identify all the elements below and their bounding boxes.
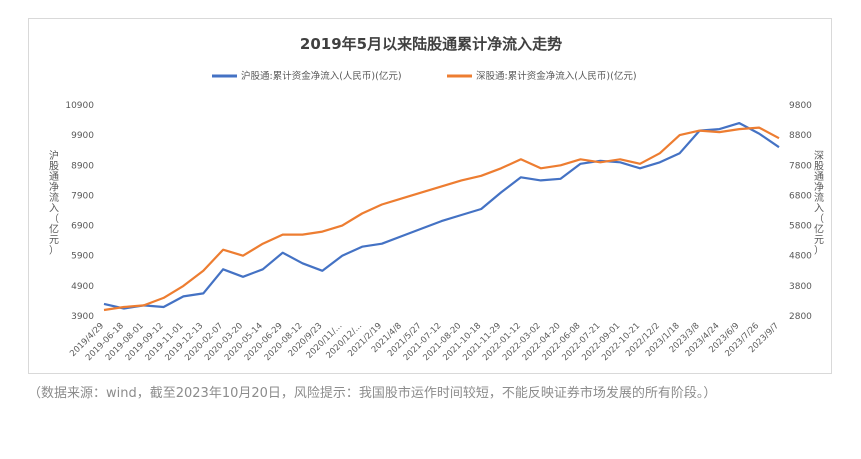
- right-y-tick-label: 9800: [789, 101, 812, 111]
- left-axis-title-char: ）: [49, 245, 59, 257]
- right-axis-title-char: 亿: [814, 223, 824, 236]
- x-axis-ticks: 2019/4/292019-06-182019-08-012019-09-122…: [68, 321, 781, 363]
- left-axis-title-char: 股: [49, 161, 59, 173]
- source-note: （数据来源：wind，截至2023年10月20日，风险提示：我国股市运作时间较短…: [28, 386, 717, 401]
- left-y-tick-label: 3900: [71, 312, 94, 322]
- left-axis-title-char: 入: [49, 204, 59, 215]
- right-axis-title-char: 流: [814, 191, 824, 204]
- chart-title: 2019年5月以来陆股通累计净流入走势: [300, 35, 562, 53]
- legend-label-sz: 深股通:累计资金净流入(人民币)(亿元): [476, 70, 637, 82]
- right-axis-title-char: 通: [814, 171, 824, 183]
- left-y-tick-label: 6900: [71, 222, 94, 232]
- left-y-axis-ticks: 10900 9900 8900 7900 6900 5900 4900 3900: [65, 101, 94, 322]
- right-axis-title-char: 元: [814, 235, 824, 246]
- right-axis-title-char: 深: [814, 150, 824, 162]
- right-axis-title-char: （: [814, 213, 824, 225]
- right-axis-title-char: 净: [814, 181, 824, 194]
- left-y-tick-label: 5900: [71, 252, 94, 262]
- left-axis-title-char: 通: [49, 171, 59, 183]
- right-y-tick-label: 5800: [789, 222, 812, 232]
- right-y-tick-label: 2800: [789, 312, 812, 322]
- legend-label-sh: 沪股通:累计资金净流入(人民币)(亿元): [241, 70, 402, 82]
- chart-frame: 2019年5月以来陆股通累计净流入走势 沪股通:累计资金净流入(人民币)(亿元)…: [28, 18, 832, 374]
- line-chart: 2019年5月以来陆股通累计净流入走势 沪股通:累计资金净流入(人民币)(亿元)…: [49, 35, 824, 363]
- series-lines: [103, 121, 780, 312]
- right-y-tick-label: 3800: [789, 282, 812, 292]
- left-axis-title-char: （: [49, 213, 59, 225]
- left-axis-title-char: 亿: [49, 223, 59, 236]
- right-y-tick-label: 7800: [789, 161, 812, 171]
- series-line-sz: [103, 126, 780, 312]
- legend: 沪股通:累计资金净流入(人民币)(亿元) 深股通:累计资金净流入(人民币)(亿元…: [212, 70, 637, 82]
- left-y-tick-label: 9900: [71, 131, 94, 141]
- left-y-tick-label: 8900: [71, 161, 94, 171]
- left-axis-title-char: 流: [49, 191, 59, 204]
- right-axis-title-char: ）: [814, 245, 824, 257]
- left-y-tick-label: 4900: [71, 282, 94, 292]
- right-y-axis-ticks: 9800 8800 7800 6800 5800 4800 3800 2800: [789, 101, 812, 322]
- left-axis-title-char: 元: [49, 235, 59, 246]
- left-axis-title-char: 净: [49, 181, 59, 194]
- right-y-tick-label: 8800: [789, 131, 812, 141]
- right-axis-title-char: 入: [814, 204, 824, 215]
- left-axis-title-char: 沪: [49, 149, 59, 162]
- series-line-sh: [103, 121, 780, 310]
- right-y-tick-label: 6800: [789, 191, 812, 201]
- right-axis-title-char: 股: [814, 161, 824, 173]
- left-y-tick-label: 7900: [71, 191, 94, 201]
- left-y-tick-label: 10900: [65, 101, 94, 111]
- right-y-tick-label: 4800: [789, 252, 812, 262]
